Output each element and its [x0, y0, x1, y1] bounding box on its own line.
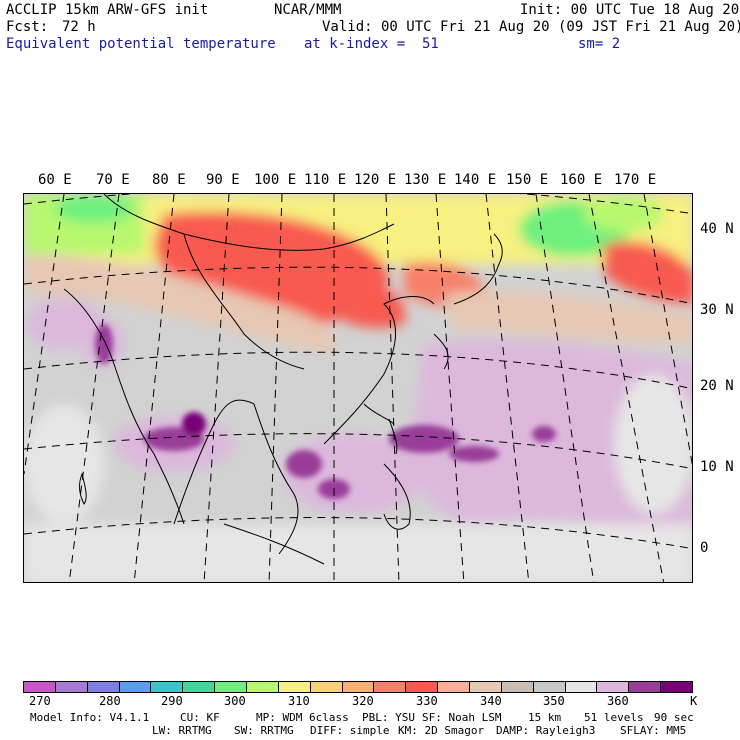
map-panel	[23, 193, 693, 583]
model-info: MP: WDM 6class	[256, 711, 349, 724]
colorbar-swatch	[119, 682, 152, 692]
colorbar-swatch	[342, 682, 375, 692]
colorbar-label: 310	[288, 694, 310, 708]
level-info: at k-index = 51	[304, 36, 439, 52]
colorbar-swatch	[629, 682, 662, 692]
colorbar	[23, 681, 693, 693]
lon-label: 70 E	[96, 172, 130, 188]
graticule	[24, 194, 692, 582]
colorbar-swatch	[406, 682, 439, 692]
colorbar-swatch	[533, 682, 566, 692]
model-info: DAMP: Rayleigh3	[496, 724, 596, 737]
valid-time: Valid: 00 UTC Fri 21 Aug 20 (09 JST Fri …	[322, 19, 740, 35]
lon-label: 100 E	[254, 172, 297, 188]
colorbar-label: 320	[352, 694, 374, 708]
colorbar-label: 290	[161, 694, 183, 708]
lat-label: 0	[700, 540, 709, 556]
model-info: KM: 2D Smagor	[398, 724, 485, 737]
field-name: Equivalent potential temperature	[6, 36, 276, 52]
lon-label: 150 E	[506, 172, 549, 188]
lon-label: 140 E	[454, 172, 497, 188]
model-info: SFLAY: MM5	[620, 724, 687, 737]
colorbar-swatch	[501, 682, 534, 692]
colorbar-swatch	[438, 682, 471, 692]
colorbar-swatch	[278, 682, 311, 692]
colorbar-swatch	[247, 682, 279, 692]
model-info: CU: KF	[180, 711, 220, 724]
model-info: 90 sec	[654, 711, 694, 724]
colorbar-swatch	[24, 682, 56, 692]
colorbar-swatch	[215, 682, 248, 692]
model-info: SF: Noah LSM	[422, 711, 502, 724]
lon-label: 60 E	[38, 172, 72, 188]
init-time: Init: 00 UTC Tue 18 Aug 20	[520, 2, 740, 18]
colorbar-swatch	[597, 682, 630, 692]
colorbar-label: 360	[607, 694, 629, 708]
colorbar-swatch	[151, 682, 184, 692]
field-map	[24, 194, 692, 582]
model-info: PBL: YSU	[362, 711, 415, 724]
model-info: 51 levels	[584, 711, 644, 724]
colorbar-label: 280	[99, 694, 121, 708]
lon-label: 90 E	[206, 172, 240, 188]
colorbar-label: 270	[29, 694, 51, 708]
lon-label: 130 E	[404, 172, 447, 188]
lon-label: 110 E	[304, 172, 347, 188]
lon-label: 170 E	[614, 172, 657, 188]
lat-label: 10 N	[700, 459, 734, 475]
colorbar-swatch	[183, 682, 216, 692]
model-info: Model Info: V4.1.1	[30, 711, 150, 724]
colorbar-swatch	[87, 682, 120, 692]
field-shading	[24, 194, 692, 582]
colorbar-swatch	[55, 682, 88, 692]
center-name: NCAR/MMM	[274, 2, 342, 18]
colorbar-label: 300	[224, 694, 246, 708]
lat-label: 20 N	[700, 378, 734, 394]
colorbar-label: 340	[480, 694, 502, 708]
colorbar-swatch	[374, 682, 407, 692]
colorbar-label: 350	[543, 694, 565, 708]
lat-label: 40 N	[700, 221, 734, 237]
lat-label: 30 N	[700, 302, 734, 318]
model-info: DIFF: simple	[310, 724, 390, 737]
model-info: 15 km	[528, 711, 562, 724]
model-info: SW: RRTMG	[234, 724, 294, 737]
colorbar-swatch	[310, 682, 343, 692]
lon-label: 80 E	[152, 172, 186, 188]
model-info: LW: RRTMG	[152, 724, 212, 737]
smoothing-info: sm= 2	[578, 36, 621, 52]
lon-label: 120 E	[354, 172, 397, 188]
forecast-hour: 72 h	[62, 19, 96, 35]
colorbar-swatch	[565, 682, 598, 692]
colorbar-unit: K	[690, 694, 698, 708]
model-title: ACCLIP 15km ARW-GFS init	[6, 2, 209, 18]
lon-label: 160 E	[560, 172, 603, 188]
colorbar-swatch	[661, 682, 693, 692]
colorbar-label: 330	[416, 694, 438, 708]
forecast-label: Fcst:	[6, 19, 49, 35]
coastlines	[63, 194, 503, 565]
colorbar-swatch	[470, 682, 502, 692]
